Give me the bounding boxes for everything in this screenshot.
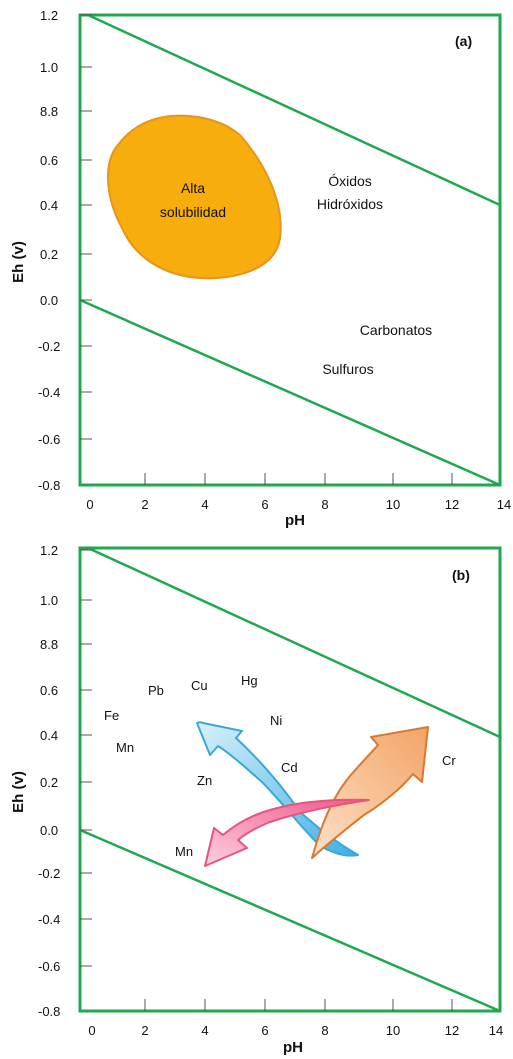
- x-axis-ticks: [144, 473, 453, 485]
- metal-label-cu: Cu: [191, 678, 208, 693]
- metal-label-cr: Cr: [442, 753, 456, 768]
- y-axis-title: Eh (v): [10, 771, 27, 813]
- y-tick-label: -0.4: [38, 385, 60, 400]
- high-solubility-label-line1: Alta: [181, 180, 205, 196]
- metal-label-pb: Pb: [148, 683, 164, 698]
- metal-label-zn: Zn: [197, 773, 212, 788]
- orange-trend-arrow: [311, 726, 429, 859]
- x-tick-label: 4: [201, 497, 208, 512]
- x-tick-label: 4: [201, 1023, 208, 1038]
- y-tick-label: -0.6: [38, 959, 60, 974]
- x-tick-label: 2: [141, 1023, 148, 1038]
- y-axis-ticks: [80, 14, 92, 440]
- x-tick-label: 6: [261, 497, 268, 512]
- x-tick-label: 10: [386, 497, 400, 512]
- metal-label-mn-reduced: Mn: [175, 844, 193, 859]
- x-tick-label: 2: [141, 497, 148, 512]
- y-tick-label: 0.4: [40, 198, 58, 213]
- plot-frame: [78, 546, 502, 1013]
- hydroxides-label: Hidróxidos: [317, 196, 383, 212]
- y-tick-label: -0.4: [38, 912, 60, 927]
- upper-boundary-line: [87, 546, 501, 739]
- panel-b: 1.2 1.0 8.8 0.6 0.4 0.2 0.0 -0.2 -0.4 -0…: [10, 543, 503, 1056]
- panel-label: (b): [452, 567, 470, 583]
- lower-boundary-line: [79, 828, 501, 1013]
- y-axis-ticks: [80, 549, 92, 967]
- plot-frame: [78, 13, 502, 487]
- y-tick-label: -0.2: [38, 866, 60, 881]
- y-tick-label: -0.2: [38, 339, 60, 354]
- y-tick-label: 0.6: [40, 153, 58, 168]
- oxides-label: Óxidos: [328, 173, 372, 189]
- x-tick-labels: 0 2 4 6 8 10 12 14: [86, 497, 511, 512]
- x-tick-label: 0: [88, 1023, 95, 1038]
- metal-label-cd: Cd: [281, 760, 298, 775]
- y-tick-label: 0.0: [40, 293, 58, 308]
- x-tick-label: 8: [321, 497, 328, 512]
- y-tick-label: 1.2: [40, 543, 58, 558]
- metal-label-fe: Fe: [104, 708, 119, 723]
- x-tick-label: 12: [445, 497, 459, 512]
- x-axis-title: pH: [285, 512, 305, 529]
- sulfides-label: Sulfuros: [322, 361, 373, 377]
- x-tick-label: 8: [321, 1023, 328, 1038]
- y-tick-label: 0.4: [40, 728, 58, 743]
- high-solubility-region: [107, 114, 282, 280]
- x-tick-label: 14: [489, 1023, 503, 1038]
- lower-boundary-line: [79, 298, 501, 487]
- y-tick-label: 0.6: [40, 683, 58, 698]
- y-tick-label: 1.0: [40, 593, 58, 608]
- y-tick-label: 8.8: [40, 104, 58, 119]
- y-tick-label: 0.0: [40, 823, 58, 838]
- y-tick-label: 1.0: [40, 60, 58, 75]
- y-tick-label: 0.2: [40, 775, 58, 790]
- y-axis-title: Eh (v): [10, 241, 27, 283]
- pink-trend-arrow: [204, 798, 370, 867]
- y-tick-label: -0.6: [38, 432, 60, 447]
- metal-label-ni: Ni: [270, 713, 282, 728]
- y-tick-labels: 1.2 1.0 8.8 0.6 0.4 0.2 0.0 -0.2 -0.4 -0…: [38, 543, 60, 1019]
- blue-trend-arrow: [196, 721, 359, 857]
- y-tick-label: 8.8: [40, 637, 58, 652]
- x-axis-title: pH: [283, 1039, 303, 1056]
- x-tick-label: 14: [497, 497, 511, 512]
- metal-label-hg: Hg: [241, 673, 258, 688]
- panel-label: (a): [455, 33, 472, 49]
- y-tick-label: 0.2: [40, 247, 58, 262]
- x-tick-labels: 0 2 4 6 8 10 12 14: [88, 1023, 503, 1038]
- x-tick-label: 12: [445, 1023, 459, 1038]
- panel-a: 1.2 1.0 8.8 0.6 0.4 0.2 0.0 -0.2 -0.4 -0…: [10, 8, 511, 529]
- metal-label-mn: Mn: [116, 740, 134, 755]
- x-tick-label: 6: [261, 1023, 268, 1038]
- y-tick-label: 1.2: [40, 8, 58, 23]
- y-tick-labels: 1.2 1.0 8.8 0.6 0.4 0.2 0.0 -0.2 -0.4 -0…: [38, 8, 60, 493]
- x-tick-label: 10: [386, 1023, 400, 1038]
- upper-boundary-line: [87, 13, 501, 207]
- x-axis-ticks: [144, 999, 453, 1011]
- carbonates-label: Carbonatos: [360, 322, 432, 338]
- y-tick-label: -0.8: [38, 1004, 60, 1019]
- y-tick-label: -0.8: [38, 478, 60, 493]
- x-tick-label: 0: [86, 497, 93, 512]
- high-solubility-label-line2: solubilidad: [160, 204, 226, 220]
